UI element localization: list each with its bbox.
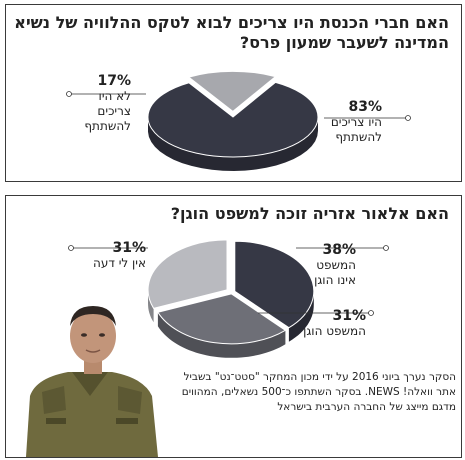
slice-label-fair: 31% המשפט הוגן (286, 308, 366, 339)
chart-panel-funeral: האם חברי הכנסת היו צריכים לבוא לטקס ההלו… (5, 4, 462, 182)
slice-text: היו צריכים להשתתף (330, 115, 382, 144)
survey-footnote: הסקר נערך ביוני 2016 על ידי מכון המחקר "… (181, 371, 456, 413)
slice-percent: 31% (332, 308, 366, 324)
slice-percent: 17% (97, 73, 131, 89)
pie-slice (234, 240, 315, 329)
leader-dot (68, 245, 74, 251)
slice-label-no: 17% לא היו צריכים להשתתף (61, 73, 131, 134)
slice-percent: 31% (112, 240, 146, 256)
pie-slice (187, 70, 277, 112)
slice-text: המשפט אינו הוגן (314, 258, 356, 287)
chart-panel-trial: האם אלאור אזריה זוכה למשפט הוגן? 31% אין… (5, 195, 462, 458)
slice-label-unfair: 38% המשפט אינו הוגן (306, 242, 356, 288)
slice-percent: 83% (348, 99, 382, 115)
slice-label-yes: 83% היו צריכים להשתתף (306, 99, 382, 145)
leader-dot (383, 245, 389, 251)
pie-slice-side (157, 312, 286, 358)
pie-slice-side (148, 289, 154, 323)
pie-chart-trial (26, 239, 389, 457)
pie-chart-funeral (66, 70, 411, 171)
slice-label-no-opinion: 31% אין לי דעה (76, 240, 146, 271)
slice-text: לא היו צריכים להשתתף (84, 89, 131, 133)
soldier-photo (26, 306, 158, 457)
pie-slice (147, 81, 319, 158)
chart-title: האם חברי הכנסת היו צריכים לבוא לטקס ההלו… (14, 13, 449, 52)
pie-slice-side (288, 290, 314, 342)
leader-dot (66, 91, 72, 97)
pie-slice (157, 293, 287, 345)
slice-percent: 38% (322, 242, 356, 258)
leader-dot (368, 310, 374, 316)
slice-text: אין לי דעה (92, 256, 146, 270)
slice-text: המשפט הוגן (303, 324, 366, 338)
pie-slice-side (148, 116, 318, 171)
pie-slice (147, 239, 228, 309)
chart-title: האם אלאור אזריה זוכה למשפט הוגן? (170, 204, 449, 223)
leader-dot (405, 115, 411, 121)
